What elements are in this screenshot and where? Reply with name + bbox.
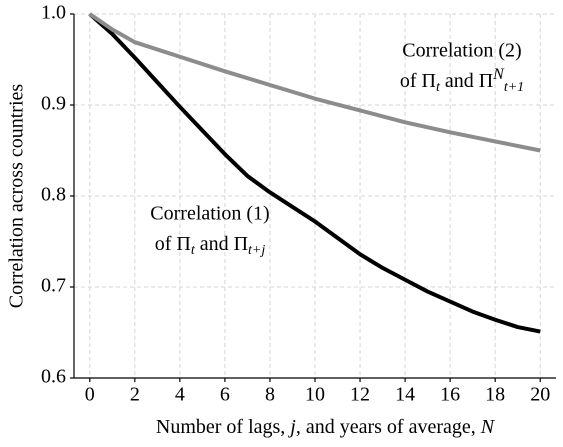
line [88,12,541,334]
annotation-part: and Π [440,70,493,92]
x-tick-label: 12 [350,384,370,406]
annotation-part: of Π [400,70,436,92]
annotation-part: and Π [195,233,248,255]
x-tick-label: 16 [440,384,460,406]
x-tick-label: 10 [305,384,325,406]
annotation: of Πt and ΠNt+1 [400,66,524,96]
x-tick-label: 18 [485,384,505,406]
annotation: of Πt and Πt+j [155,233,266,259]
annotation-part: t+j [248,243,265,258]
y-tick-label: 0.7 [41,275,66,297]
y-tick-label: 0.9 [41,93,66,115]
x-tick-label: 2 [130,384,140,406]
annotation-part: N [492,66,505,83]
y-axis-label: Correlation across countries [6,84,28,309]
annotation-part: of Π [155,233,191,255]
x-tick-label: 20 [530,384,550,406]
y-tick-label: 1.0 [41,2,66,24]
y-tick-label: 0.6 [41,366,66,388]
x-tick-label: 14 [395,384,415,406]
x-axis-label: Number of lags, j, and years of average,… [156,416,496,438]
x-tick-label: 6 [220,384,230,406]
annotation: Correlation (2) [402,40,521,62]
x-axis-label-part: , and years of average, [296,416,481,438]
x-tick-label: 8 [265,384,275,406]
annotation-part: t+1 [504,80,524,95]
annotation-part: t [436,80,441,95]
x-tick-label: 4 [175,384,185,406]
y-tick-label: 0.8 [41,184,66,206]
x-tick-label: 0 [85,384,95,406]
x-axis-label-part: N [480,416,496,438]
x-axis-label-part: Number of lags, [156,416,290,438]
annotation: Correlation (1) [150,203,269,225]
annotation-part: t [191,243,196,258]
x-axis-label-part: j [287,416,296,438]
line [88,12,541,153]
